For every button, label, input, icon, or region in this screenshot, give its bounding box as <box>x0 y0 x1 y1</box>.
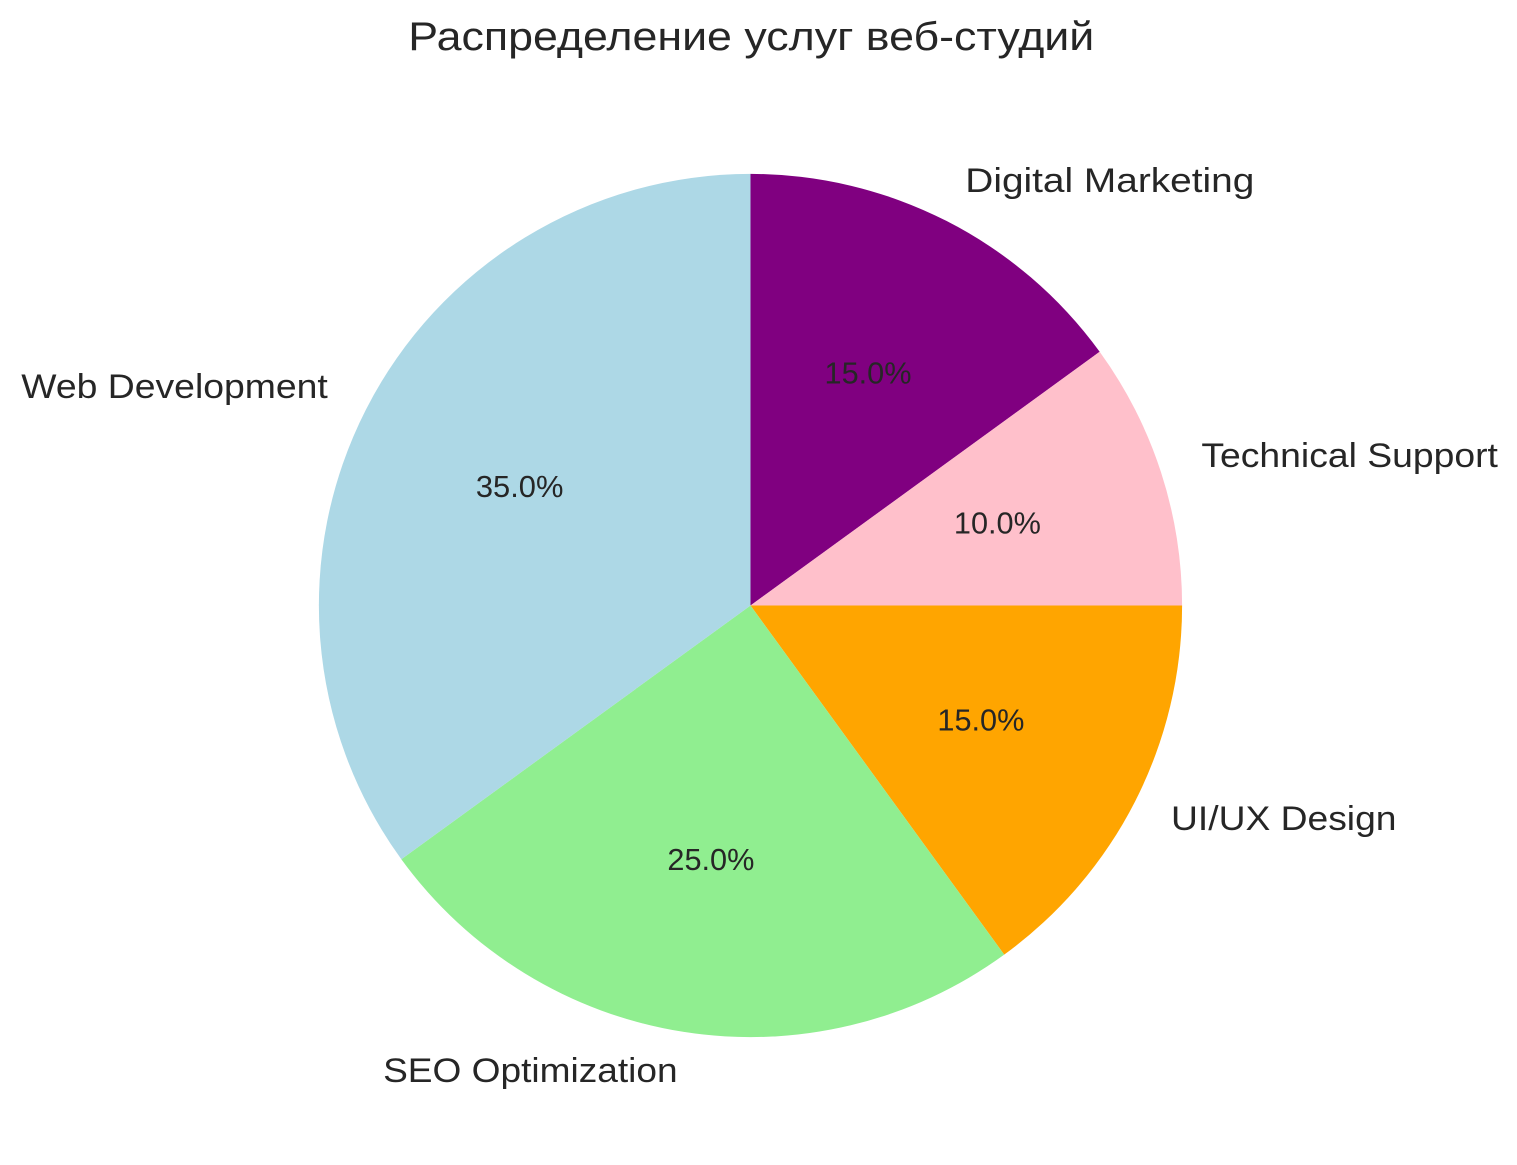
svg-text:Technical Support: Technical Support <box>1201 437 1498 475</box>
svg-text:35.0%: 35.0% <box>476 469 564 504</box>
svg-text:15.0%: 15.0% <box>825 356 912 391</box>
svg-text:SEO Optimization: SEO Optimization <box>383 1052 678 1090</box>
svg-text:25.0%: 25.0% <box>667 842 754 877</box>
svg-text:Распределение услуг веб-студий: Распределение услуг веб-студий <box>408 15 1094 59</box>
svg-text:Digital Marketing: Digital Marketing <box>965 162 1254 200</box>
svg-text:UI/UX Design: UI/UX Design <box>1171 800 1397 838</box>
svg-text:Web Development: Web Development <box>21 368 328 406</box>
svg-text:10.0%: 10.0% <box>954 506 1041 541</box>
svg-text:15.0%: 15.0% <box>937 703 1024 738</box>
